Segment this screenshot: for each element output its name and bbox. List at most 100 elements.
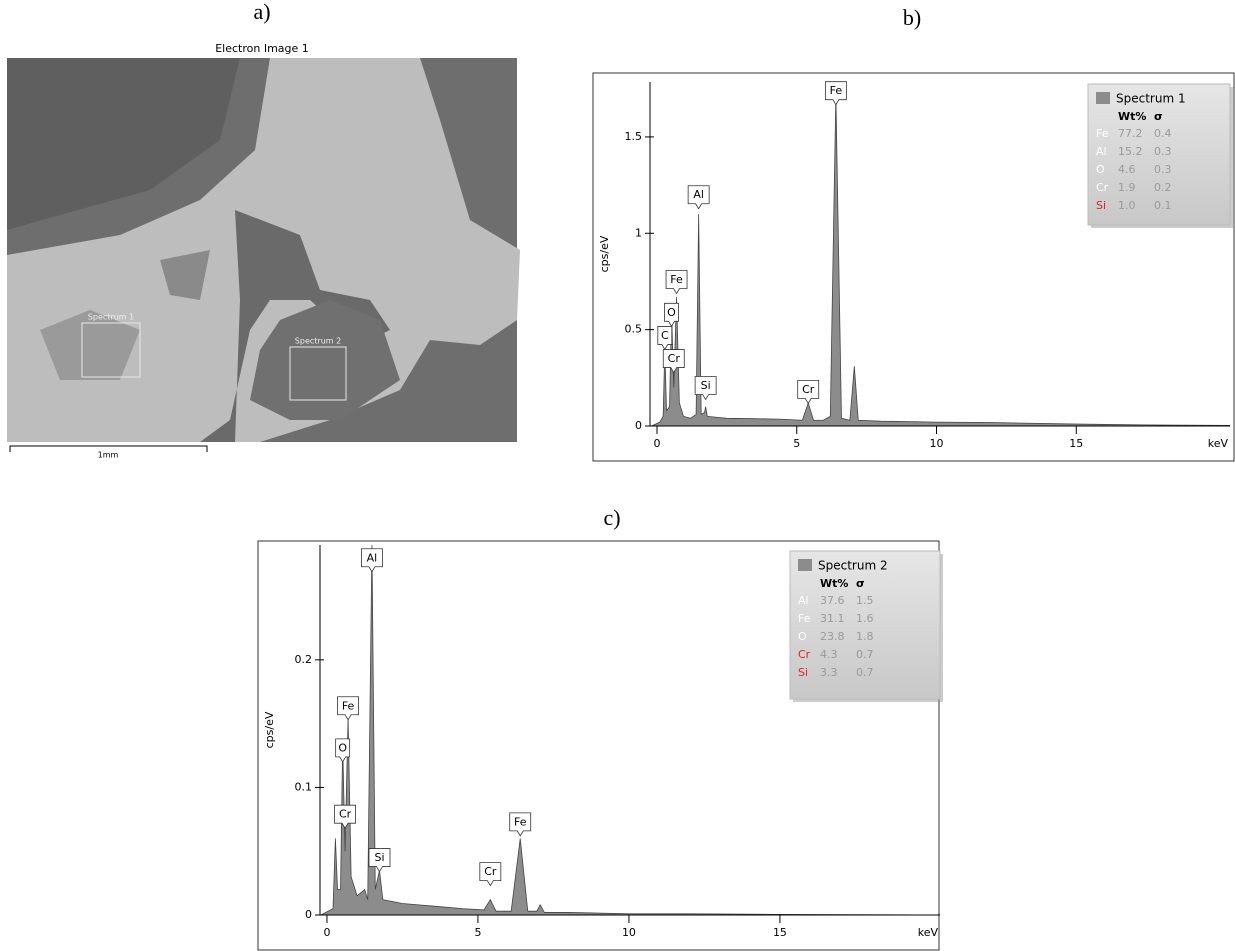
legend-element: O [798, 630, 807, 643]
peak-label-box [797, 379, 820, 405]
x-tick-label: 10 [622, 926, 636, 939]
y-tick-label: 1.5 [625, 130, 643, 143]
peak-label-text: Cr [668, 352, 681, 365]
legend-sigma: 0.2 [1154, 181, 1172, 194]
scale-bar-label: 1mm [98, 451, 119, 460]
peak-label-box [509, 812, 532, 837]
legend-wt: 1.0 [1118, 199, 1136, 212]
legend-wt: 23.8 [820, 630, 845, 643]
legend-element: Al [1096, 145, 1107, 158]
peak-label-box [687, 185, 710, 210]
legend-element: Fe [798, 612, 811, 625]
peak-label: O [664, 302, 679, 328]
x-unit-label: keV [918, 926, 939, 939]
x-tick-label: 15 [773, 926, 787, 939]
peak-label-box [664, 302, 679, 328]
legend-sigma: 1.5 [856, 594, 874, 607]
y-tick-label: 0.2 [295, 653, 313, 666]
x-tick-label: 0 [323, 926, 330, 939]
peak-label: Si [368, 848, 391, 873]
legend-box [1087, 83, 1231, 226]
scale-bar [9, 445, 208, 452]
x-tick-label: 0 [653, 437, 660, 450]
peak-label-box [335, 738, 351, 763]
panel-label: a) [253, 0, 270, 24]
legend-swatch [1096, 92, 1110, 104]
legend-box [789, 550, 941, 700]
peak-label: Al [361, 548, 383, 573]
peak-label-box [657, 326, 673, 351]
peak-label: Fe [824, 81, 847, 106]
peak-label-box [479, 862, 502, 887]
peak-label-box [368, 848, 391, 873]
legend-wt: 1.9 [1118, 181, 1136, 194]
y-axis-label: cps/eV [598, 235, 611, 272]
y-tick-label: 1 [635, 226, 642, 239]
region-label: Spectrum 1 [88, 313, 134, 322]
electron-image [7, 58, 520, 442]
peak-label-text: Cr [802, 383, 815, 396]
legend-sigma: 1.6 [856, 612, 874, 625]
peak-label-box [361, 548, 383, 573]
legend-wt: 31.1 [820, 612, 845, 625]
legend-sigma: 0.7 [856, 666, 874, 679]
legend-wt: 37.6 [820, 594, 845, 607]
peak-label: Cr [662, 349, 685, 374]
peak-label-text: Si [374, 851, 384, 864]
peak-label: Si [694, 376, 717, 401]
peak-label-text: Fe [830, 84, 843, 97]
legend: Spectrum 2 Wt% σ Al 37.6 1.5 Fe 31.1 1.6 O 23.8 1.8… [789, 550, 943, 702]
peak-label-text: C [661, 329, 669, 342]
legend-sigma: 0.7 [856, 648, 874, 661]
legend-wt: 4.3 [820, 648, 838, 661]
peak-label-text: Si [701, 379, 711, 392]
x-tick-label: 10 [930, 437, 944, 450]
peak-label: O [335, 738, 351, 763]
peak-label-text: Cr [339, 808, 352, 821]
x-tick-label: 5 [793, 437, 800, 450]
y-tick-label: 0.1 [295, 780, 313, 793]
legend-element: Cr [1096, 181, 1109, 194]
y-tick-label: 0 [635, 419, 642, 432]
spectrum-area [651, 94, 1230, 426]
peak-label-box [334, 804, 356, 829]
legend-sigma: 0.3 [1154, 145, 1172, 158]
legend-wt: 77.2 [1118, 127, 1143, 140]
legend-wt: 3.3 [820, 666, 838, 679]
legend-column-header: Wt% [820, 577, 848, 590]
peak-label-text: O [338, 741, 347, 754]
peak-label: Fe [665, 270, 688, 295]
peak-label: Al [687, 185, 710, 210]
legend-title: Spectrum 2 [818, 559, 888, 573]
peak-label-text: Fe [670, 273, 683, 286]
peak-label: C [657, 326, 673, 351]
legend-element: Al [798, 594, 809, 607]
legend-wt: 4.6 [1118, 163, 1136, 176]
peak-label-box [824, 81, 847, 106]
legend-sigma: 1.8 [856, 630, 874, 643]
peak-label-box [337, 696, 359, 721]
legend-sigma: 0.1 [1154, 199, 1172, 212]
legend-element: Si [1096, 199, 1106, 212]
y-tick-label: 0.5 [625, 323, 643, 336]
legend-column-header: σ [1154, 110, 1163, 123]
legend-element: Si [798, 666, 808, 679]
legend-element: Cr [798, 648, 811, 661]
legend-wt: 15.2 [1118, 145, 1143, 158]
region-label: Spectrum 2 [295, 337, 341, 346]
peak-label-text: Al [367, 551, 378, 564]
peak-label-text: O [667, 306, 676, 319]
legend-swatch [798, 559, 812, 571]
panel-label: b) [903, 5, 921, 30]
x-tick-label: 5 [474, 926, 481, 939]
peak-label-text: Fe [514, 815, 527, 828]
y-axis-label: cps/eV [263, 711, 276, 748]
peak-label: Cr [479, 862, 502, 887]
peak-label-box [694, 376, 717, 401]
legend-title: Spectrum 1 [1116, 92, 1186, 106]
peak-label: Cr [797, 379, 820, 405]
peak-label-text: Al [693, 188, 704, 201]
peak-label-box [665, 270, 688, 295]
